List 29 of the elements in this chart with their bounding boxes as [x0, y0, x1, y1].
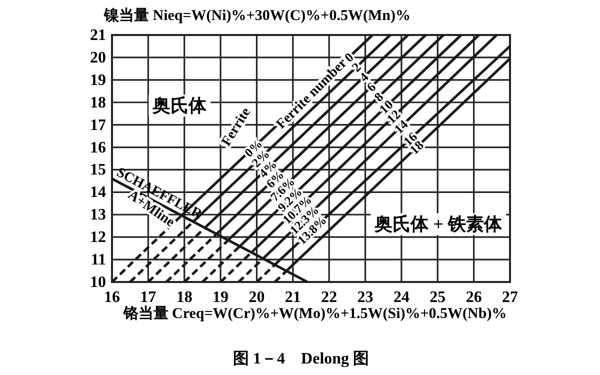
y-tick-label: 21: [90, 27, 106, 44]
x-tick-label: 25: [430, 289, 446, 306]
x-tick-label: 24: [393, 289, 410, 306]
y-tick-label: 15: [90, 162, 106, 179]
x-tick-label: 20: [248, 289, 265, 306]
x-tick-label: 26: [466, 289, 482, 306]
y-tick-label: 20: [90, 49, 106, 66]
y-tick-label: 10: [90, 274, 106, 291]
x-tick-label: 17: [140, 289, 156, 306]
y-axis-title: 镍当量 Nieq=W(Ni)%+30W(C)%+0.5W(Mn)%: [103, 7, 410, 24]
y-tick-label: 13: [90, 206, 106, 224]
x-tick-label: 22: [321, 289, 338, 306]
y-tick-label: 12: [90, 229, 106, 246]
annotation: 奥氏体 + 铁素体: [374, 214, 503, 234]
y-tick-label: 14: [90, 184, 106, 202]
y-tick-label: 18: [90, 94, 106, 112]
x-tick-label: 19: [212, 289, 229, 306]
y-tick-label: 17: [90, 116, 106, 134]
x-tick-label: 16: [104, 289, 120, 306]
x-axis-title: 铬当量 Creq=W(Cr)%+W(Mo)%+1.5W(Si)%+0.5W(Nb)%: [122, 305, 507, 322]
y-tick-label: 19: [90, 72, 106, 89]
x-tick-label: 18: [176, 289, 192, 306]
caption: 图 1－4 Delong 图: [233, 350, 370, 368]
x-tick-label: 21: [284, 289, 301, 306]
y-tick-label: 11: [90, 252, 106, 269]
y-tick-label: 16: [90, 139, 106, 156]
x-tick-label: 23: [357, 289, 374, 306]
x-tick-label: 27: [502, 289, 518, 306]
annotation: 奥氏体: [152, 96, 208, 116]
